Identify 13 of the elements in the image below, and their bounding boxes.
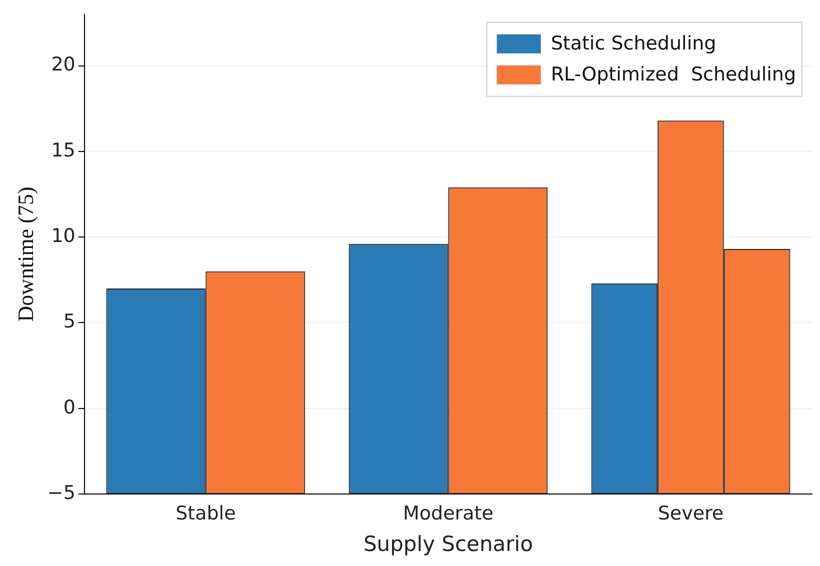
y-tick-label: 15 [51, 139, 76, 162]
y-tick-label: 10 [51, 225, 76, 248]
x-tick-label: Severe [658, 502, 724, 524]
x-axis-title: Supply Scenario [363, 532, 533, 556]
y-tick-label: 0 [63, 396, 76, 418]
y-tick-label: −5 [47, 482, 76, 504]
legend-label: Static Scheduling [550, 32, 716, 54]
y-tick-label: 20 [51, 54, 76, 76]
legend-label: RL-Optimized Scheduling [550, 63, 796, 86]
x-tick-label: Stable [176, 502, 236, 524]
y-tick-label: 5 [63, 310, 76, 333]
y-axis-title: Downtime (75) [12, 186, 38, 322]
x-tick-label: Moderate [403, 502, 494, 524]
